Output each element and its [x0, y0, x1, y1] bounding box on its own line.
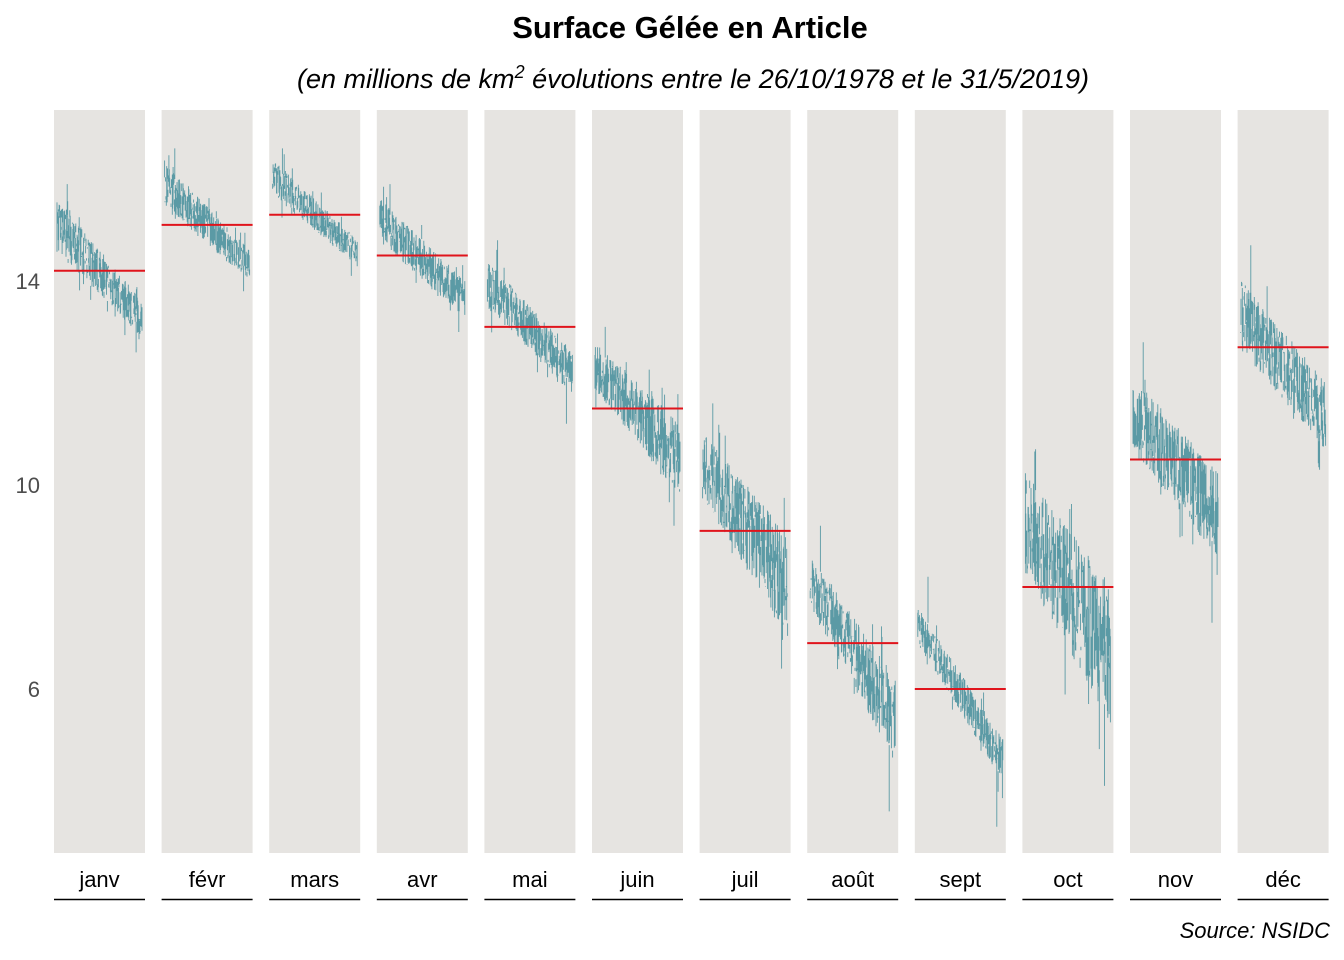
- month-label: sept: [940, 867, 982, 892]
- subtitle-superscript: 2: [514, 62, 525, 82]
- month-panel: [914, 110, 1006, 853]
- month-panel: [484, 110, 576, 853]
- month-label: mars: [290, 867, 339, 892]
- month-panel: [592, 110, 683, 853]
- series-line: [594, 326, 681, 526]
- month-panel: [1237, 110, 1329, 853]
- month-panel: [161, 110, 253, 853]
- month-panel: [376, 110, 468, 853]
- month-label: déc: [1265, 867, 1300, 892]
- series-line: [1240, 245, 1327, 470]
- series-line: [809, 525, 896, 812]
- month-label: juin: [619, 867, 654, 892]
- series-line: [1132, 342, 1219, 623]
- series-line: [164, 148, 251, 292]
- subtitle-text: (en millions de km: [296, 64, 515, 94]
- month-panel: [1022, 110, 1114, 853]
- month-label: oct: [1053, 867, 1082, 892]
- month-label: nov: [1158, 867, 1193, 892]
- series-line: [917, 576, 1004, 827]
- chart-source: Source: NSIDC: [1179, 918, 1330, 943]
- y-tick-label: 10: [16, 473, 40, 498]
- series-line: [56, 184, 143, 353]
- series-line: [271, 148, 358, 276]
- month-label: avr: [407, 867, 438, 892]
- month-label: juil: [731, 867, 759, 892]
- month-panel: [807, 110, 899, 853]
- month-label: janv: [78, 867, 119, 892]
- y-tick-label: 6: [28, 677, 40, 702]
- y-tick-label: 14: [16, 269, 40, 294]
- chart-title: Surface Gélée en Article: [512, 10, 868, 45]
- month-label: mai: [512, 867, 547, 892]
- series-line: [1024, 449, 1111, 786]
- month-label: févr: [189, 867, 226, 892]
- series-line: [702, 403, 789, 669]
- subtitle-text-end: évolutions entre le 26/10/1978 et le 31/…: [524, 64, 1089, 94]
- month-label: août: [831, 867, 874, 892]
- series-line: [486, 240, 573, 424]
- chart-subtitle: (en millions de km2 évolutions entre le …: [0, 62, 1344, 95]
